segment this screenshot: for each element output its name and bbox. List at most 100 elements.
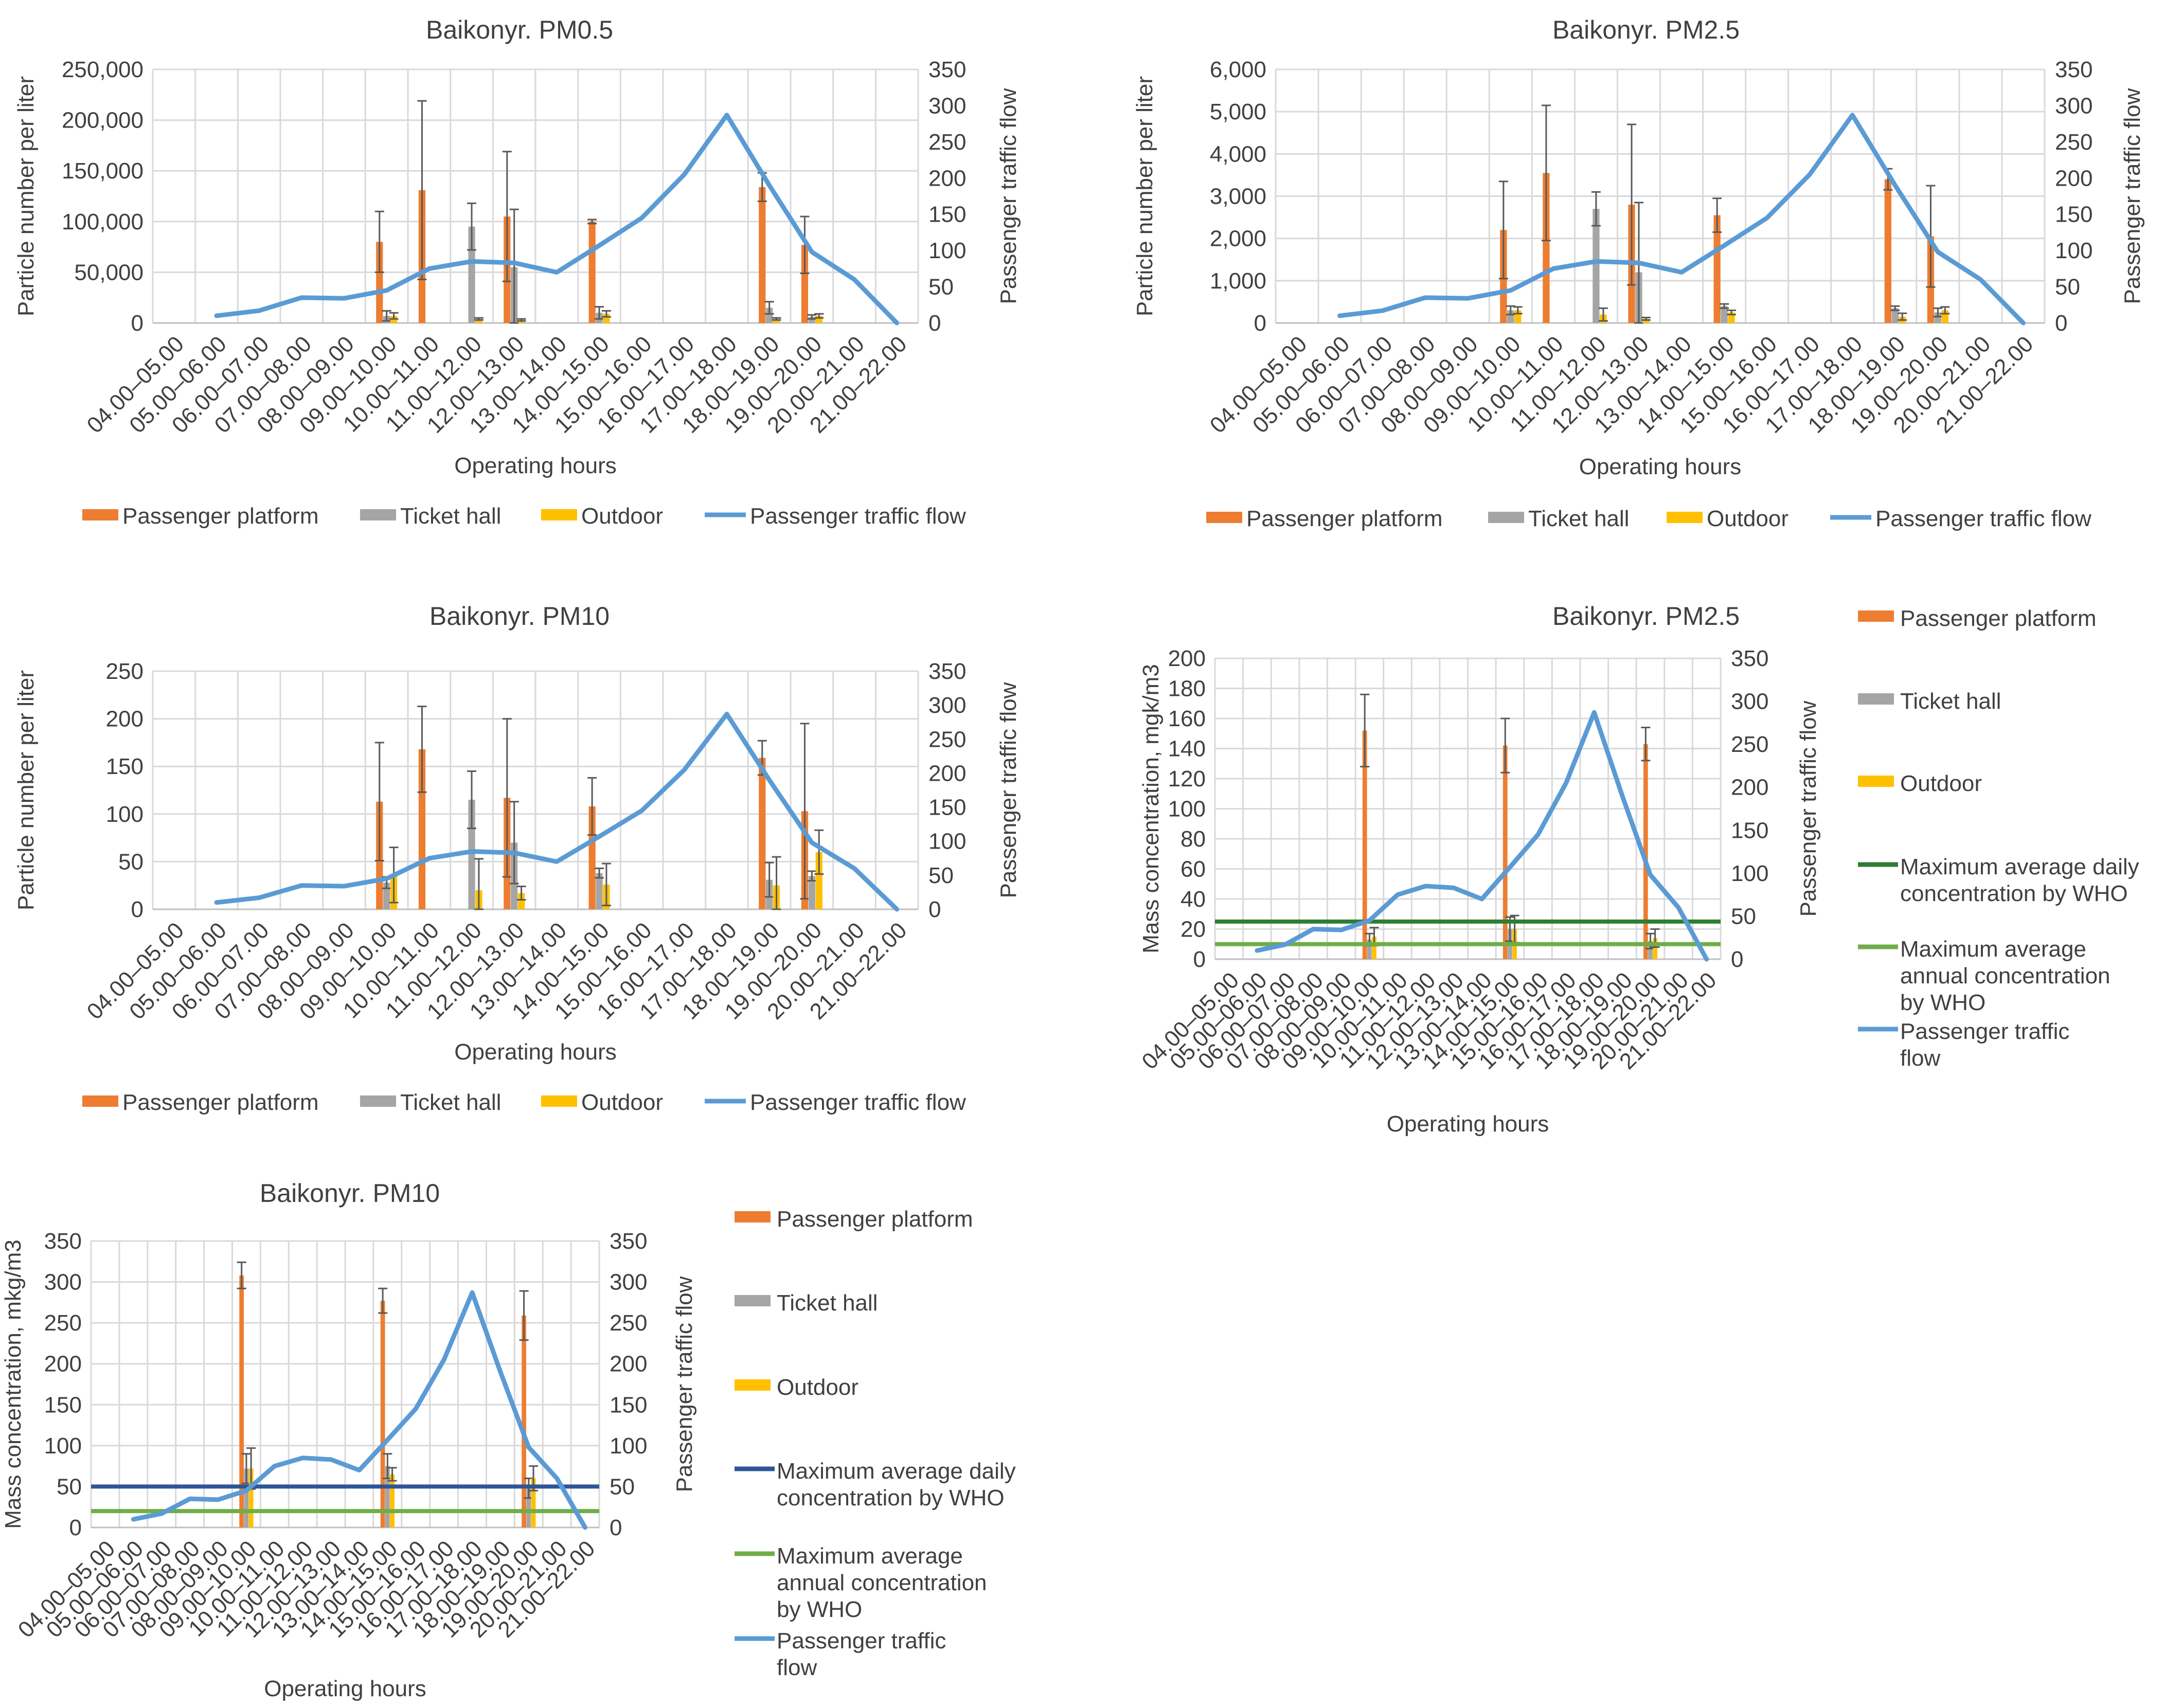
y-tick-label: 0 xyxy=(1254,311,1266,336)
error-bar xyxy=(474,858,484,910)
bar-platform xyxy=(759,758,766,909)
legend-label: Passenger traffic flow xyxy=(750,1090,966,1115)
legend-swatch xyxy=(1858,776,1894,787)
error-bar xyxy=(1933,307,1943,318)
legend-label-line: Maximum average daily xyxy=(777,1459,1016,1484)
legend-label: Ticket hall xyxy=(400,504,501,529)
legend-swatch xyxy=(1858,610,1894,622)
error-bar xyxy=(417,706,427,793)
y-tick-label: 50 xyxy=(118,849,144,874)
legend-item-traffic: Passenger traffic flow xyxy=(705,504,966,529)
error-bar xyxy=(374,210,384,273)
legend-label: Maximum average daily concentration by WH… xyxy=(1900,854,2139,906)
bar-ticket_hall xyxy=(244,1468,249,1527)
legend-item-who_daily_pm25: Maximum average daily concentration by WH… xyxy=(1858,854,2139,906)
y-tick-label: 50,000 xyxy=(74,260,144,285)
y-tick-label: 350 xyxy=(44,1229,82,1254)
legend-label-line: Maximum average xyxy=(1900,937,2086,962)
error-bar xyxy=(1506,305,1515,316)
bar-outdoor xyxy=(248,1468,254,1527)
x-axis-title: Operating hours xyxy=(454,1039,617,1065)
legend-label-line: flow xyxy=(777,1655,817,1680)
legend-swatch xyxy=(735,1211,771,1222)
legend-item-traffic: Passenger traffic flow xyxy=(705,1090,966,1115)
y2-tick-label: 350 xyxy=(928,659,966,684)
y2-tick-label: 50 xyxy=(928,863,954,888)
chart-pm10-particle-count: Baikonyr. PM10 0 50 100 150 200 250 0 50 100 150 20… xyxy=(13,602,1021,1115)
bar-platform xyxy=(418,749,426,909)
y-tick-label: 250 xyxy=(106,659,144,684)
x-axis-title: Operating hours xyxy=(1387,1111,1549,1137)
legend-item-ticket_hall: Ticket hall xyxy=(1488,506,1629,531)
traffic-flow-line xyxy=(131,1290,588,1530)
bar-platform xyxy=(239,1275,244,1527)
legend-item-outdoor: Outdoor xyxy=(1858,771,1982,796)
error-bar xyxy=(587,219,597,225)
legend-item-ticket_hall: Ticket hall xyxy=(360,1090,501,1115)
y2-axis-title: Passenger traffic flow xyxy=(1796,700,1821,916)
traffic-flow-line xyxy=(214,113,900,326)
y2-tick-label: 100 xyxy=(928,829,966,854)
legend-item-who_daily_pm10: Maximum average daily concentration by WH… xyxy=(735,1459,1016,1511)
y2-axis-title: Passenger traffic flow xyxy=(672,1276,697,1492)
error-bar xyxy=(1627,123,1637,286)
y2-axis-title: Passenger traffic flow xyxy=(996,88,1021,304)
y-tick-label: 60 xyxy=(1181,857,1206,882)
bar-ticket_hall xyxy=(1721,306,1728,323)
y2-tick-label: 350 xyxy=(1731,646,1768,671)
y-tick-label: 20 xyxy=(1181,917,1206,942)
legend-swatch xyxy=(541,509,577,520)
error-bar xyxy=(595,867,604,879)
error-bar xyxy=(1641,316,1651,321)
chart-title: Baikonyr. PM0.5 xyxy=(426,15,613,44)
legend-label: Ticket hall xyxy=(1528,506,1629,531)
error-bar xyxy=(1926,185,1936,288)
error-bar xyxy=(1498,181,1508,280)
bar-outdoor xyxy=(475,319,482,323)
bar-ticket_hall xyxy=(385,1466,390,1527)
y-tick-label: 300 xyxy=(44,1270,82,1295)
traffic-flow-line xyxy=(1255,710,1709,962)
y2-tick-label: 250 xyxy=(610,1310,647,1336)
legend-label-line: Maximum average daily xyxy=(1900,854,2139,879)
legend-item-platform: Passenger platform xyxy=(82,504,319,529)
legend-item-platform: Passenger platform xyxy=(82,1090,319,1115)
y2-tick-label: 200 xyxy=(928,761,966,786)
bar-ticket_hall xyxy=(383,883,390,909)
legend-item-outdoor: Outdoor xyxy=(735,1375,859,1400)
legend-item-who_annual_pm25: Maximum average annual concentration by WH… xyxy=(1858,937,2111,1015)
y2-tick-label: 150 xyxy=(1731,818,1768,843)
chart-title: Baikonyr. PM10 xyxy=(260,1179,440,1208)
bar-platform xyxy=(1543,173,1550,323)
bar-outdoor xyxy=(815,852,822,909)
y2-axis-title: Passenger traffic flow xyxy=(2120,88,2145,304)
error-bar xyxy=(1598,307,1608,322)
legend-label-line: Passenger platform xyxy=(777,1207,973,1232)
error-bar xyxy=(502,151,512,282)
legend-item-traffic: Passenger traffic flow xyxy=(1830,506,2091,531)
y2-tick-label: 0 xyxy=(928,897,941,922)
y2-tick-label: 200 xyxy=(928,166,966,191)
legend-label-line: by WHO xyxy=(1900,990,1986,1015)
y2-tick-label: 200 xyxy=(2055,166,2093,191)
legend-label-line: annual concentration xyxy=(777,1570,987,1595)
legend-item-ticket_hall: Ticket hall xyxy=(735,1290,878,1316)
error-bar xyxy=(800,723,810,900)
legend-item-outdoor: Outdoor xyxy=(1667,506,1789,531)
legend-label: Maximum average annual concentration by WH… xyxy=(1900,937,2111,1015)
y-tick-label: 120 xyxy=(1168,766,1206,792)
y-tick-label: 200 xyxy=(106,707,144,732)
legend-item-outdoor: Outdoor xyxy=(541,1090,663,1115)
y2-tick-label: 0 xyxy=(2055,311,2067,336)
bar-platform xyxy=(801,245,809,323)
y2-tick-label: 250 xyxy=(928,727,966,752)
legend-swatch xyxy=(541,1095,577,1107)
legend-item-outdoor: Outdoor xyxy=(541,504,663,529)
legend-label: Maximum average daily concentration by WH… xyxy=(777,1459,1016,1511)
y-tick-label: 200 xyxy=(1168,646,1206,671)
bar-ticket_hall xyxy=(1934,312,1942,323)
error-bar xyxy=(467,202,476,251)
chart-pm05-particle-count: Baikonyr. PM0.5 0 50,000 100,000 150,000 200,… xyxy=(13,15,1021,529)
y-tick-label: 100,000 xyxy=(62,209,144,235)
legend-swatch xyxy=(735,1295,771,1306)
